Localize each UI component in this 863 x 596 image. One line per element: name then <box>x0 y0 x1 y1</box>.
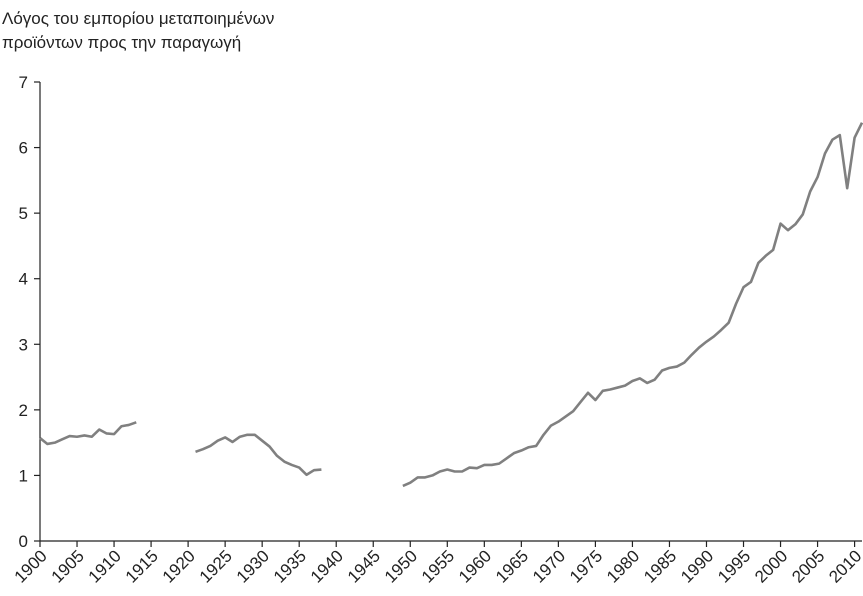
x-tick-label: 1950 <box>381 546 421 586</box>
y-tick-label: 0 <box>19 532 28 551</box>
data-line <box>402 122 863 488</box>
x-tick-label: 1955 <box>418 546 458 586</box>
y-tick-label: 6 <box>19 139 28 158</box>
x-tick-label: 1945 <box>344 546 384 586</box>
x-tick-label: 1930 <box>233 546 273 586</box>
y-tick-label: 4 <box>19 270 28 289</box>
y-tick-label: 1 <box>19 466 28 485</box>
x-tick-label: 1970 <box>529 546 569 586</box>
x-tick-label: 2005 <box>788 546 828 586</box>
x-tick-label: 1965 <box>492 546 532 586</box>
x-tick-label: 1935 <box>270 546 310 586</box>
y-tick-label: 7 <box>19 73 28 92</box>
x-tick-label: 1975 <box>566 546 606 586</box>
x-tick-label: 1995 <box>714 546 754 586</box>
y-tick-label: 3 <box>19 335 28 354</box>
data-line <box>39 421 137 446</box>
data-line <box>195 433 322 477</box>
x-tick-label: 2000 <box>751 546 791 586</box>
chart-title: Λόγος του εμπορίου μεταποιημένων <box>2 9 274 28</box>
x-tick-label: 2010 <box>825 546 863 586</box>
x-tick-label: 1940 <box>307 546 347 586</box>
x-tick-label: 1900 <box>11 546 51 586</box>
x-tick-label: 1920 <box>159 546 199 586</box>
x-tick-label: 1925 <box>196 546 236 586</box>
x-tick-label: 1990 <box>677 546 717 586</box>
x-tick-label: 1960 <box>455 546 495 586</box>
y-tick-label: 2 <box>19 401 28 420</box>
x-tick-label: 1915 <box>122 546 162 586</box>
x-tick-label: 1910 <box>85 546 125 586</box>
chart-title: προϊόντων προς την παραγωγή <box>2 33 241 52</box>
x-tick-label: 1905 <box>48 546 88 586</box>
x-tick-label: 1985 <box>640 546 680 586</box>
y-tick-label: 5 <box>19 204 28 223</box>
x-tick-label: 1980 <box>603 546 643 586</box>
